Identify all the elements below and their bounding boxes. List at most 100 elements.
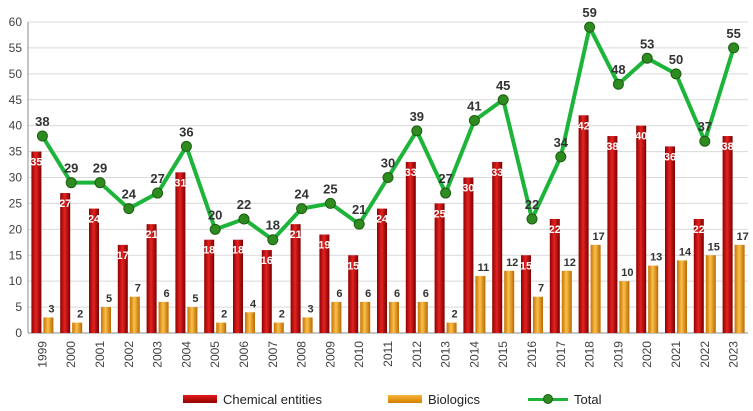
data-label-biologics: 17 xyxy=(736,231,748,243)
legend-item-chemical: Chemical entities xyxy=(183,388,322,410)
total-point xyxy=(296,203,308,215)
data-label-biologics: 6 xyxy=(423,288,429,300)
bar-chemical xyxy=(31,151,42,333)
data-label-chemical: 27 xyxy=(59,198,71,210)
x-tick-label: 1999 xyxy=(35,341,49,368)
bar-biologics xyxy=(331,301,342,333)
x-tick-label: 2002 xyxy=(122,341,136,368)
x-tick-label: 2005 xyxy=(208,341,222,368)
data-label-biologics: 2 xyxy=(452,309,458,321)
bar-biologics xyxy=(677,260,687,333)
legend-swatch-chemical xyxy=(183,395,217,403)
data-label-total: 29 xyxy=(64,161,78,176)
bar-biologics xyxy=(734,244,745,333)
y-tick-label: 60 xyxy=(9,15,23,29)
bar-chemical xyxy=(693,218,704,333)
data-label-chemical: 36 xyxy=(664,151,676,163)
data-label-chemical: 22 xyxy=(693,224,705,236)
data-label-chemical: 33 xyxy=(491,167,503,179)
data-label-biologics: 6 xyxy=(336,288,342,300)
data-label-total: 59 xyxy=(582,5,596,20)
bar-biologics xyxy=(360,301,371,333)
data-label-chemical: 24 xyxy=(88,214,101,226)
bar-biologics xyxy=(245,312,255,333)
y-tick-label: 25 xyxy=(9,196,23,210)
bar-biologics xyxy=(561,270,572,333)
x-tick-label: 2018 xyxy=(583,341,597,368)
data-label-total: 53 xyxy=(640,36,654,51)
y-tick-label: 40 xyxy=(9,119,23,133)
bar-biologics xyxy=(101,307,111,333)
x-tick-label: 2016 xyxy=(525,341,539,368)
total-point xyxy=(728,42,740,54)
legend-item-total: Total xyxy=(528,388,601,410)
data-label-total: 21 xyxy=(352,202,366,217)
data-label-total: 41 xyxy=(467,98,481,113)
legend-label-chemical: Chemical entities xyxy=(223,391,322,407)
y-tick-label: 5 xyxy=(15,300,22,314)
y-tick-label: 30 xyxy=(9,171,23,185)
total-point xyxy=(353,218,365,230)
data-label-biologics: 5 xyxy=(106,293,112,305)
legend-label-total: Total xyxy=(574,391,602,407)
legend-swatch-total xyxy=(528,394,568,404)
bar-biologics xyxy=(389,301,399,333)
bar-biologics xyxy=(533,296,543,333)
bar-biologics xyxy=(158,301,169,333)
data-label-biologics: 6 xyxy=(365,288,371,300)
bar-chemical xyxy=(549,218,560,333)
total-point xyxy=(612,78,624,90)
data-label-chemical: 33 xyxy=(405,167,417,179)
data-label-biologics: 12 xyxy=(506,257,518,269)
y-tick-label: 45 xyxy=(9,93,23,107)
y-tick-label: 15 xyxy=(9,248,23,262)
x-tick-label: 2003 xyxy=(151,341,165,368)
bar-chemical xyxy=(521,255,531,333)
bar-biologics xyxy=(504,270,515,333)
bar-biologics xyxy=(129,296,140,333)
data-label-total: 45 xyxy=(496,78,510,93)
data-label-chemical: 17 xyxy=(117,250,129,262)
bar-chemical xyxy=(290,224,301,333)
y-tick-label: 0 xyxy=(15,326,22,340)
data-label-biologics: 15 xyxy=(708,241,720,253)
x-tick-label: 2011 xyxy=(381,341,395,367)
bar-chemical xyxy=(348,255,359,333)
total-point xyxy=(152,187,164,199)
bar-biologics xyxy=(417,301,428,333)
total-point xyxy=(123,203,135,215)
bar-chemical xyxy=(319,234,330,333)
total-point xyxy=(36,130,48,142)
total-point xyxy=(468,114,480,126)
data-label-total: 37 xyxy=(698,119,712,134)
bar-chemical xyxy=(665,146,675,333)
bar-chemical xyxy=(175,172,186,333)
total-point xyxy=(411,125,423,137)
data-label-chemical: 18 xyxy=(203,245,215,257)
bar-chemical xyxy=(405,161,416,333)
data-label-biologics: 14 xyxy=(679,246,692,258)
total-point xyxy=(238,213,250,225)
bar-chemical xyxy=(233,239,243,333)
bar-biologics xyxy=(705,255,716,333)
data-label-total: 20 xyxy=(208,207,222,222)
data-label-biologics: 5 xyxy=(192,293,198,305)
x-tick-label: 2004 xyxy=(179,341,193,368)
data-label-biologics: 13 xyxy=(650,252,662,264)
bar-chemical xyxy=(722,136,733,333)
bar-chemical xyxy=(204,239,215,333)
data-label-chemical: 38 xyxy=(606,141,618,153)
bar-chemical xyxy=(60,193,71,333)
bar-biologics xyxy=(648,265,659,333)
x-tick-label: 2000 xyxy=(64,341,78,368)
bar-biologics xyxy=(216,322,227,333)
y-tick-label: 35 xyxy=(9,145,23,159)
x-tick-label: 2017 xyxy=(554,341,568,368)
data-label-chemical: 30 xyxy=(462,183,474,195)
total-point xyxy=(584,21,596,33)
data-label-total: 24 xyxy=(294,187,309,202)
bar-chemical xyxy=(89,208,99,333)
total-point xyxy=(670,68,682,80)
